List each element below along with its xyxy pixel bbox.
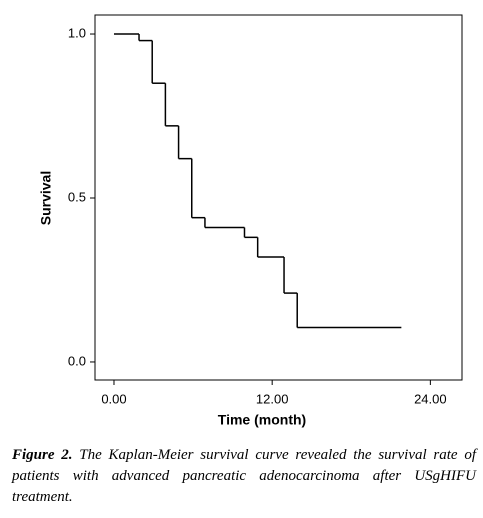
caption-text: The Kaplan-Meier survival curve revealed… bbox=[12, 447, 476, 505]
x-tick-label: 0.00 bbox=[101, 391, 126, 406]
y-axis-title: Survival bbox=[38, 171, 54, 225]
x-axis-title: Time (month) bbox=[218, 412, 306, 428]
y-tick-label: 1.0 bbox=[68, 25, 86, 40]
caption: Figure 2. The Kaplan-Meier survival curv… bbox=[12, 445, 476, 508]
y-tick-label: 0.0 bbox=[68, 353, 86, 368]
plot-frame bbox=[94, 14, 463, 381]
chart: Time (month) Survival 0.0 0.5 1.0 0.00 12.00… bbox=[38, 14, 463, 428]
x-tick-label: 24.00 bbox=[414, 391, 447, 406]
y-tick-label: 0.5 bbox=[68, 189, 86, 204]
caption-label: Figure 2. bbox=[12, 447, 73, 463]
x-tick-label: 12.00 bbox=[256, 391, 289, 406]
